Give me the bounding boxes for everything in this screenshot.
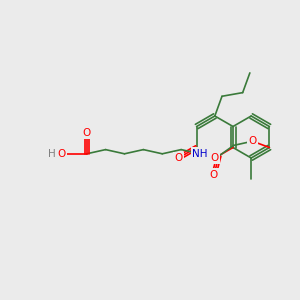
Text: O: O: [174, 153, 183, 163]
Text: O: O: [248, 136, 257, 146]
Text: O: O: [210, 170, 218, 180]
Text: NH: NH: [192, 149, 208, 159]
Text: H: H: [48, 149, 56, 159]
Text: O: O: [82, 128, 91, 138]
Text: O: O: [211, 153, 219, 163]
Text: O: O: [58, 149, 66, 159]
